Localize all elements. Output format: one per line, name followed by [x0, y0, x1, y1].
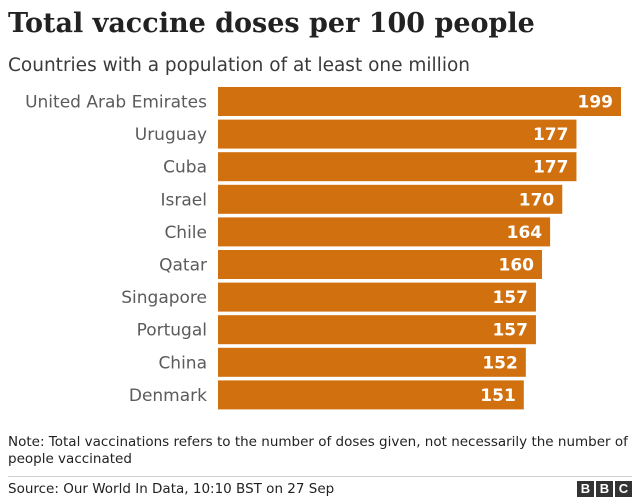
category-label: Denmark — [129, 386, 207, 406]
value-label: 164 — [507, 223, 543, 243]
value-label: 170 — [519, 190, 555, 210]
chart-subtitle: Countries with a population of at least … — [8, 55, 470, 76]
bar — [218, 348, 526, 377]
value-label: 151 — [480, 386, 516, 406]
value-label: 177 — [533, 125, 569, 145]
category-label: United Arab Emirates — [25, 93, 207, 113]
footer-divider — [8, 476, 632, 477]
value-label: 160 — [499, 256, 535, 276]
value-label: 199 — [578, 93, 614, 113]
bbc-logo-letter: B — [596, 481, 613, 497]
bar — [218, 380, 524, 409]
bbc-logo: B B C — [577, 481, 632, 497]
bar-chart: United Arab Emirates 199 Uruguay 177 Cuba 177… — [0, 80, 640, 420]
value-label: 152 — [482, 353, 518, 373]
bar — [218, 217, 550, 246]
bar — [218, 152, 576, 181]
bbc-logo-letter: B — [577, 481, 594, 497]
bar — [218, 283, 536, 312]
chart-note: Note: Total vaccinations refers to the n… — [8, 434, 628, 468]
value-label: 177 — [533, 158, 569, 178]
bbc-logo-letter: C — [615, 481, 632, 497]
bar — [218, 250, 542, 279]
category-label: Cuba — [163, 158, 207, 178]
category-label: Singapore — [121, 288, 207, 308]
chart-title: Total vaccine doses per 100 people — [8, 8, 535, 39]
category-label: China — [158, 353, 207, 373]
category-label: Qatar — [159, 256, 207, 276]
bar — [218, 120, 576, 149]
category-label: Israel — [161, 190, 207, 210]
value-label: 157 — [492, 321, 528, 341]
category-label: Uruguay — [135, 125, 207, 145]
value-label: 157 — [492, 288, 528, 308]
bar — [218, 185, 562, 214]
bar — [218, 87, 621, 116]
category-label: Chile — [164, 223, 207, 243]
bar — [218, 315, 536, 344]
source-text: Source: Our World In Data, 10:10 BST on … — [8, 481, 334, 497]
category-label: Portugal — [137, 321, 207, 341]
